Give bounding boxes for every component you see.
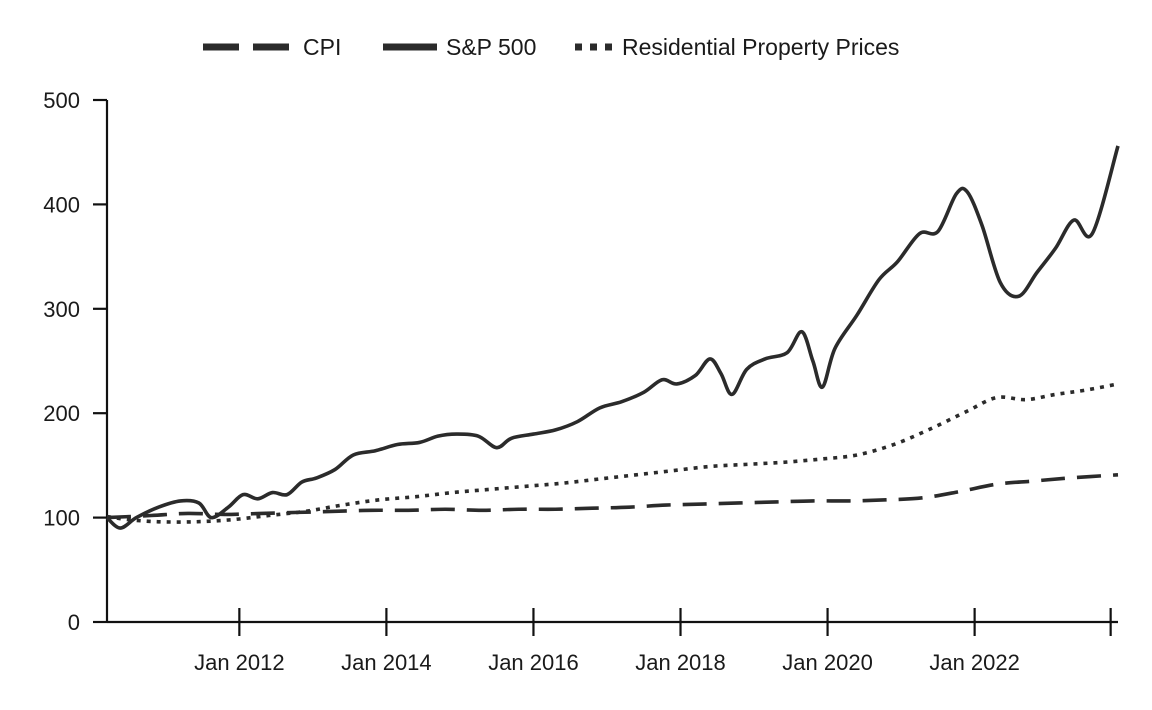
y-tick-label: 0 — [68, 610, 80, 635]
legend: CPI S&P 500 Residential Property Prices — [203, 34, 899, 60]
legend-label: CPI — [303, 34, 341, 60]
x-tick-label: Jan 2012 — [194, 650, 285, 675]
y-tick-label: 300 — [43, 297, 80, 322]
x-tick-label: Jan 2018 — [635, 650, 726, 675]
legend-item: S&P 500 — [383, 34, 536, 60]
x-tick-label: Jan 2020 — [782, 650, 873, 675]
x-axis-ticks: Jan 2012 Jan 2014 Jan 2016 Jan 2018 Jan 2020… — [194, 608, 1112, 675]
legend-item: CPI — [203, 34, 341, 60]
axes — [105, 100, 1118, 624]
y-tick-label: 400 — [43, 192, 80, 217]
series-layer — [105, 145, 1120, 530]
legend-label: Residential Property Prices — [622, 34, 899, 60]
y-axis-ticks: 0 100 200 300 400 500 — [43, 88, 107, 635]
x-tick-label: Jan 2014 — [341, 650, 432, 675]
x-tick-label: Jan 2022 — [929, 650, 1020, 675]
y-tick-label: 500 — [43, 88, 80, 113]
series-line-s-p-500 — [105, 145, 1120, 530]
series-line-residential-property-prices — [106, 382, 1119, 524]
x-tick-label: Jan 2016 — [488, 650, 579, 675]
y-tick-label: 100 — [43, 506, 80, 531]
legend-label: S&P 500 — [446, 34, 536, 60]
y-tick-label: 200 — [43, 401, 80, 426]
legend-item: Residential Property Prices — [575, 34, 899, 60]
series-line-cpi — [106, 473, 1119, 520]
